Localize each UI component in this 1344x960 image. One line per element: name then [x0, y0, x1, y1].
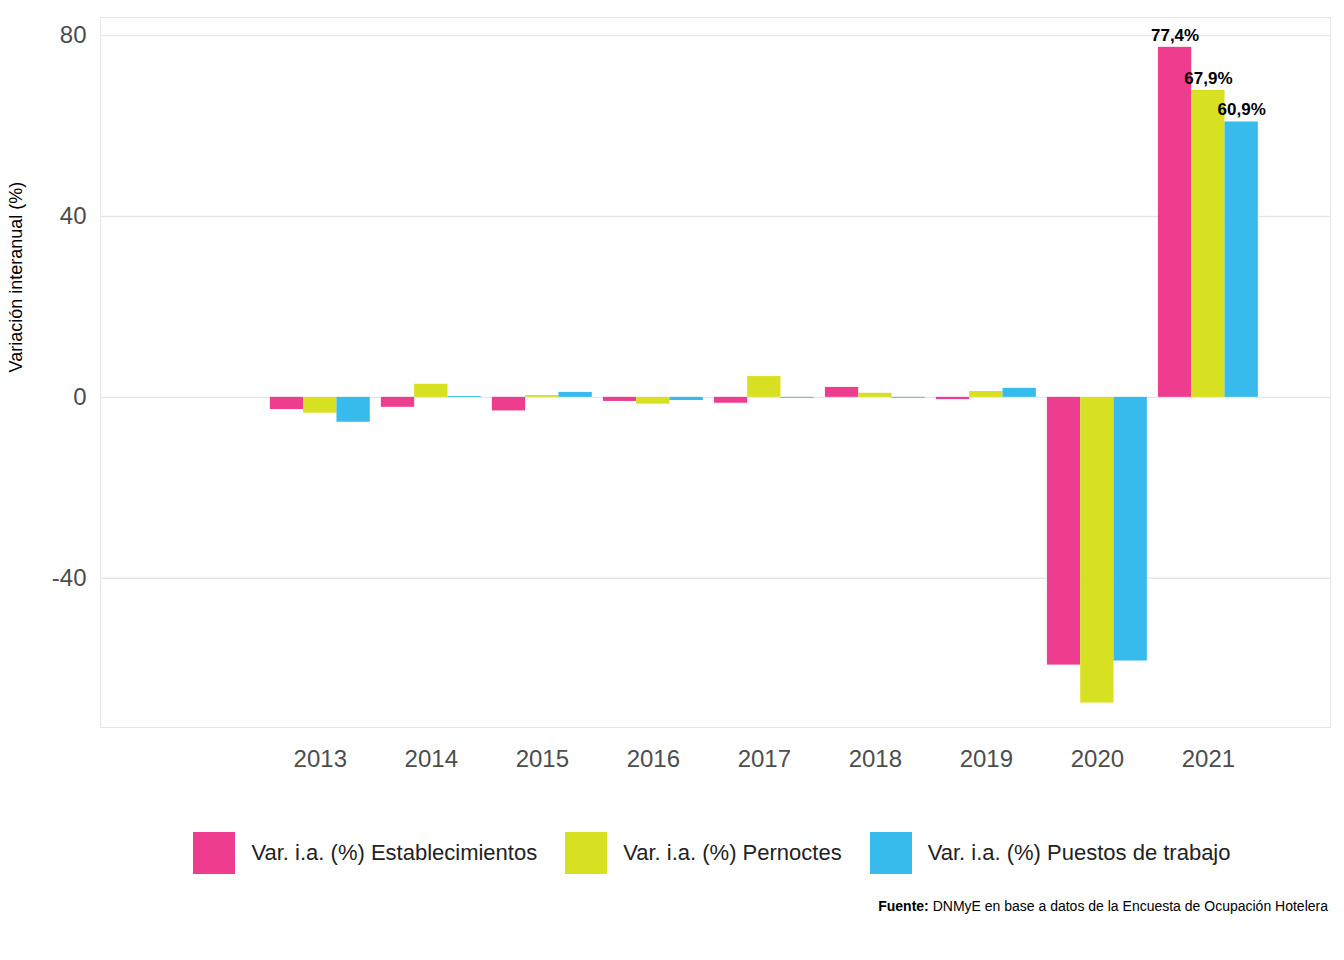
svg-text:80: 80: [60, 21, 87, 48]
svg-text:2016: 2016: [627, 745, 680, 772]
svg-text:77,4%: 77,4%: [1151, 26, 1199, 45]
svg-text:67,9%: 67,9%: [1184, 69, 1232, 88]
svg-text:0: 0: [73, 383, 86, 410]
svg-text:2013: 2013: [294, 745, 347, 772]
svg-text:2017: 2017: [738, 745, 791, 772]
html-text:Fuente: DNMyE en base a datos: Fuente: DNMyE en base a datos de la Encu…: [878, 898, 1328, 914]
svg-text:2015: 2015: [516, 745, 569, 772]
svg-text:2020: 2020: [1071, 745, 1124, 772]
svg-text:2018: 2018: [849, 745, 902, 772]
html-text:Var. i.a. (%) Pernoctes: Var. i.a. (%) Pernoctes: [623, 840, 842, 865]
svg-text:2014: 2014: [405, 745, 458, 772]
svg-text:Variación interanual (%): Variación interanual (%): [6, 182, 26, 373]
svg-text:2019: 2019: [960, 745, 1013, 772]
html-text:Var. i.a. (%) Establecimientos: Var. i.a. (%) Establecimientos: [251, 840, 538, 865]
svg-text:-40: -40: [52, 564, 87, 591]
svg-text:40: 40: [60, 202, 87, 229]
html-text:Var. i.a. (%) Puestos de traba: Var. i.a. (%) Puestos de trabajo: [927, 840, 1231, 865]
svg-text:60,9%: 60,9%: [1218, 100, 1266, 119]
svg-text:2021: 2021: [1182, 745, 1235, 772]
